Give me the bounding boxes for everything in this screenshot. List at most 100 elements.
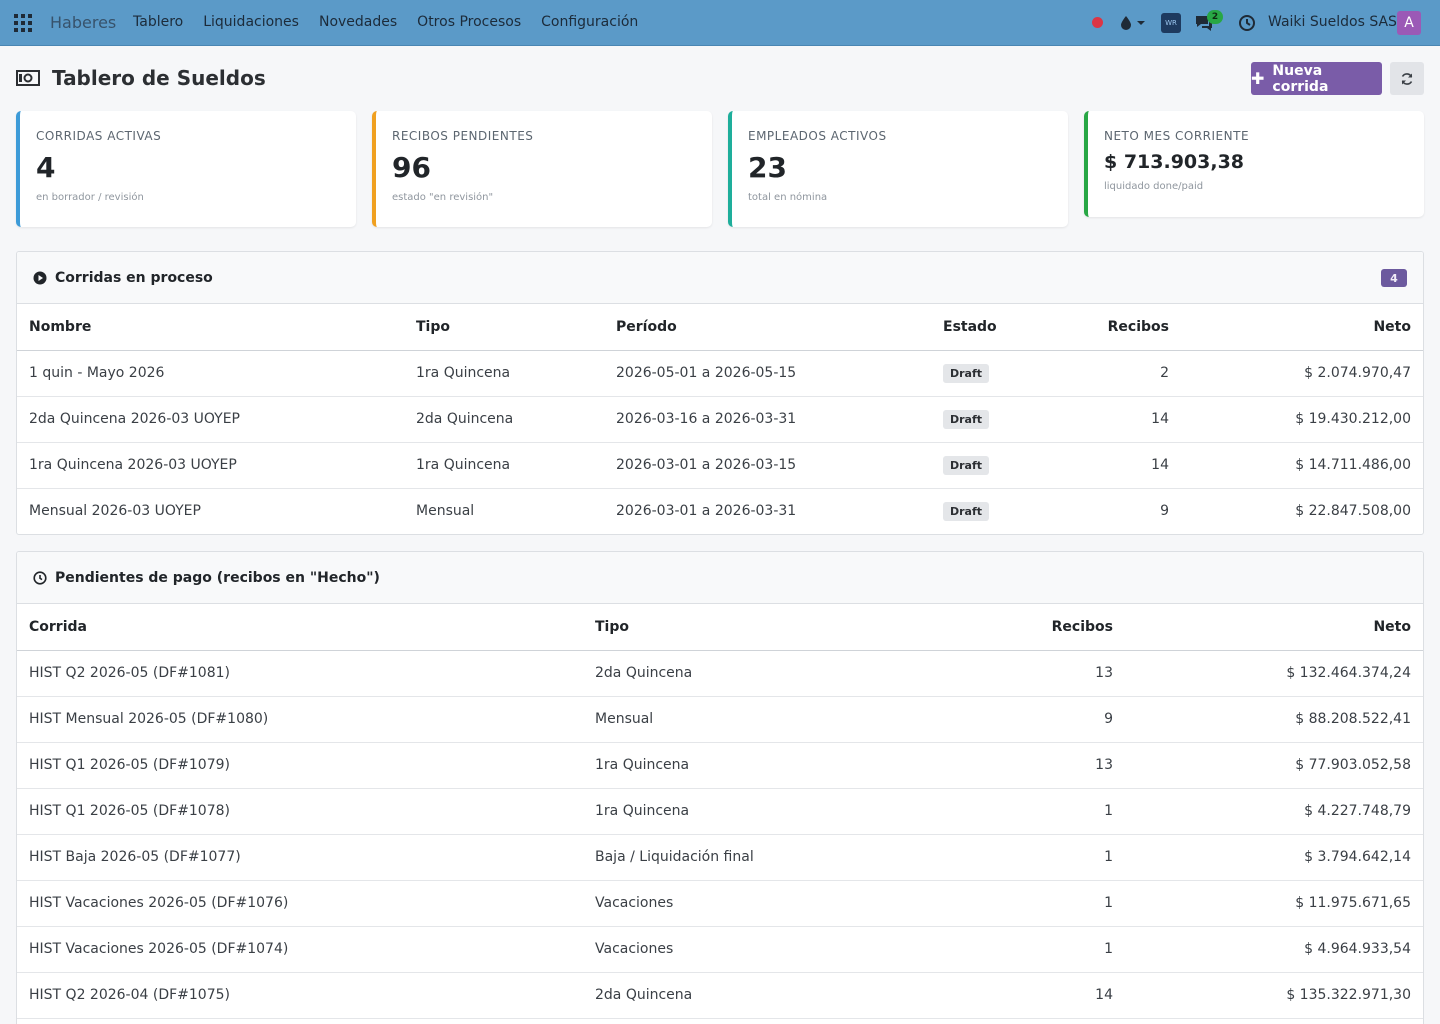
cell-neto: $ 11.975.671,65 [1125,880,1423,927]
cell-corrida: HIST Q2 2026-05 (DF#1081) [17,650,583,697]
app-brand[interactable]: Haberes [50,13,117,32]
cell-tipo: Baja / Liquidación final [583,834,983,881]
cell-tipo: 2da Quincena [583,972,983,1019]
cell-recibos: 9 [1160,503,1169,520]
cell-recibos: 14 [983,972,1125,1019]
panel-header: Corridas en proceso 4 [17,252,1423,304]
col-corrida[interactable]: Corrida [17,604,583,651]
new-run-button[interactable]: ✚ Nueva corrida [1251,62,1382,95]
cell-recibos: 2 [1051,350,1181,397]
page-title: Tablero de Sueldos [52,66,266,90]
cell-periodo: 2026-03-01 a 2026-03-15 [604,442,931,489]
col-recibos[interactable]: Recibos [1051,304,1181,351]
cell-estado: Draft [931,396,1051,443]
menu-item-novedades[interactable]: Novedades [318,14,398,30]
table-row[interactable]: HIST Q2 2026-04 (DF#1075) 2da Quincena 1… [17,972,1423,1019]
col-tipo[interactable]: Tipo [583,604,983,651]
cell-recibos: 1 [983,880,1125,927]
avatar[interactable]: A [1397,11,1421,35]
panel-title: Pendientes de pago (recibos en "Hecho") [55,569,380,586]
col-neto[interactable]: Neto [1181,304,1423,351]
status-badge: Draft [943,363,990,383]
recording-dot-icon[interactable] [1092,17,1103,28]
chat-count-badge: 2 [1207,10,1223,24]
cell-recibos: 1 [983,788,1125,835]
menu-item-otros-procesos[interactable]: Otros Procesos [417,14,522,30]
kpi-value: 23 [748,151,787,184]
cell-neto: $ 14.711.486,00 [1181,442,1423,489]
cell-estado: Draft [931,488,1051,534]
cell-neto: $ 4.227.748,79 [1125,788,1423,835]
col-nombre[interactable]: Nombre [17,304,404,351]
table-row[interactable]: HIST Q1 2026-05 (DF#1079) 1ra Quincena 1… [17,742,1423,789]
col-neto[interactable]: Neto [1125,604,1423,651]
cell-neto: $ 77.903.052,58 [1125,742,1423,789]
kpi-subtitle: total en nómina [748,192,828,203]
cell-recibos: 13 [983,650,1125,697]
cell-corrida: HIST Baja 2026-05 (DF#1077) [17,834,583,881]
main-menu: Tablero Liquidaciones Novedades Otros Pr… [133,14,638,30]
status-badge: Draft [943,409,990,429]
col-periodo[interactable]: Período [604,304,931,351]
menu-item-configuracion[interactable]: Configuración [541,14,639,30]
drop-icon[interactable] [1120,14,1140,32]
money-bill-icon [16,70,40,86]
cell-recibos: 1 [983,834,1125,881]
panel-header: Pendientes de pago (recibos en "Hecho") [17,552,1423,604]
table-row[interactable]: HIST Vacaciones 2026-05 (DF#1074) Vacaci… [17,926,1423,973]
top-navbar: Haberes Tablero Liquidaciones Novedades … [0,0,1440,46]
table-row[interactable]: Mensual 2026-03 UOYEP Mensual 2026-03-01… [17,488,1423,534]
cell-estado: Draft [931,442,1051,489]
col-tipo[interactable]: Tipo [404,304,604,351]
col-estado[interactable]: Estado [931,304,1051,351]
cell-nombre: 1 quin - Mayo 2026 [17,350,404,397]
status-badge: Draft [943,501,990,521]
kpi-value: 96 [392,151,431,184]
clock-icon[interactable] [1238,14,1256,32]
play-circle-icon [33,271,47,284]
status-badge: Draft [943,455,990,475]
table-row[interactable]: HIST Baja 2026-05 (DF#1077) Baja / Liqui… [17,834,1423,881]
kpi-card-pending-receipts: Recibos pendientes 96 estado "en revisió… [372,111,712,227]
cell-corrida: HIST Vacaciones 2026-05 (DF#1076) [17,880,583,927]
col-recibos[interactable]: Recibos [983,604,1125,651]
table-row[interactable]: HIST Mensual 2026-05 (DF#1080) Mensual 9… [17,696,1423,743]
cell-recibos: 14 [1051,442,1181,489]
company-switcher[interactable]: Waiki Sueldos SAS [1268,14,1397,30]
table-row[interactable]: HIST Q2 2026-05 (DF#1081) 2da Quincena 1… [17,650,1423,697]
count-badge: 4 [1381,269,1407,287]
kpi-subtitle: liquidado done/paid [1104,181,1204,192]
table-header-row: Nombre Tipo Período Estado Recibos Neto [17,304,1423,351]
menu-item-tablero[interactable]: Tablero [133,14,184,30]
cell-neto: $ 88.208.522,41 [1125,696,1423,743]
table-row[interactable]: 2da Quincena 2026-03 UOYEP 2da Quincena … [17,396,1423,443]
table-row[interactable]: HIST Q1 2026-05 (DF#1078) 1ra Quincena 1… [17,788,1423,835]
table-row[interactable]: 1ra Quincena 2026-03 UOYEP 1ra Quincena … [17,442,1423,489]
cell-nombre: 2da Quincena 2026-03 UOYEP [17,396,404,443]
menu-item-liquidaciones[interactable]: Liquidaciones [203,14,299,30]
cell-corrida: HIST Q1 2026-05 (DF#1078) [17,788,583,835]
cell-tipo: 1ra Quincena [404,442,604,489]
cell-neto: $ 135.322.971,30 [1125,972,1423,1019]
pending-payment-panel: Pendientes de pago (recibos en "Hecho") … [16,551,1424,1024]
chevron-down-icon[interactable] [1137,21,1145,25]
cell-tipo: Mensual [416,503,475,520]
new-run-label: Nueva corrida [1272,62,1329,95]
cell-neto: $ 19.430.212,00 [1181,396,1423,443]
cell-neto: $ 22.847.508,00 [1295,503,1411,520]
cell-corrida: HIST Q1 2026-05 (DF#1079) [17,742,583,789]
cell-corrida: HIST Q2 2026-04 (DF#1075) [17,972,583,1019]
cell-tipo: 2da Quincena [404,396,604,443]
kpi-card-active-runs: Corridas activas 4 en borrador / revisió… [16,111,356,227]
table-row[interactable]: 1 quin - Mayo 2026 1ra Quincena 2026-05-… [17,350,1423,397]
table-row[interactable]: HIST Vacaciones 2026-05 (DF#1076) Vacaci… [17,880,1423,927]
kpi-subtitle: en borrador / revisión [36,192,144,203]
apps-grid-icon[interactable] [14,14,32,32]
app-switcher-icon[interactable]: WR [1161,13,1181,33]
cell-recibos: 14 [1051,396,1181,443]
cell-neto: $ 3.794.642,14 [1125,834,1423,881]
refresh-button[interactable] [1390,62,1424,95]
kpi-label: Recibos pendientes [392,129,534,143]
cell-recibos: 1 [983,926,1125,973]
cell-recibos: 13 [983,742,1125,789]
